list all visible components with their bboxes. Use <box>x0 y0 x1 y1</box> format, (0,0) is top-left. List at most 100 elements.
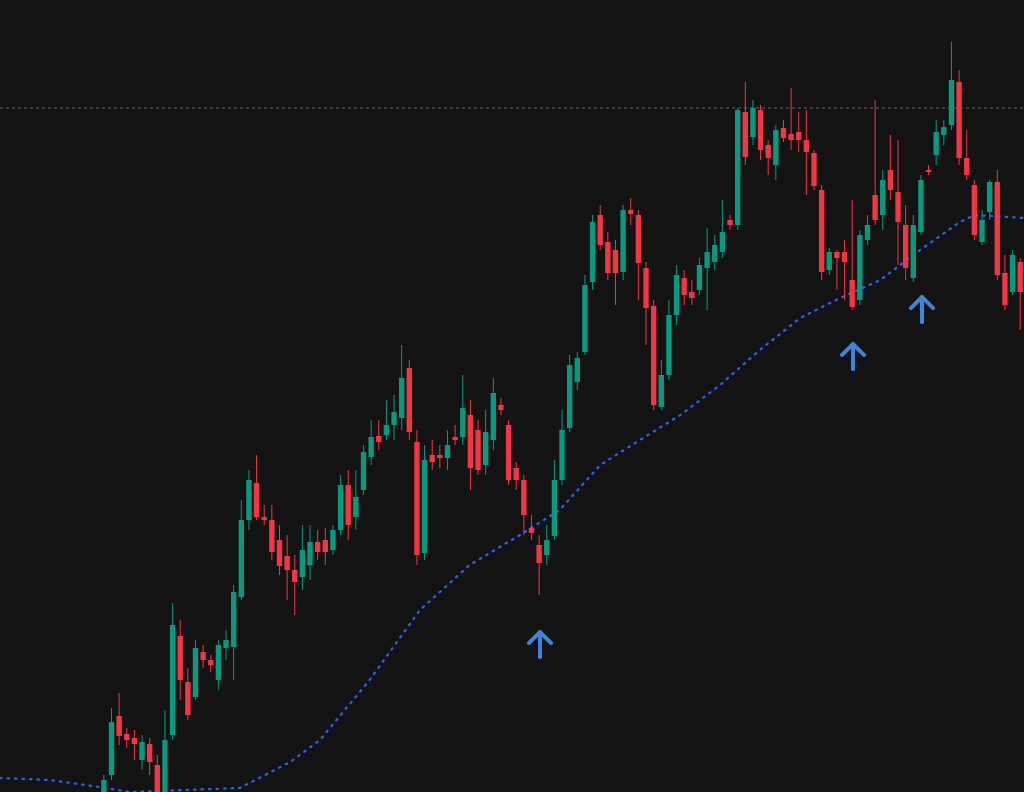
buy-arrow <box>527 630 553 659</box>
candle-body <box>834 252 840 258</box>
candle-body <box>437 455 443 458</box>
candle-body <box>368 437 374 457</box>
candle-body <box>131 738 138 744</box>
candle-body <box>154 765 160 792</box>
candle-body <box>284 556 290 570</box>
candle-body <box>513 468 519 480</box>
candle-body <box>246 480 252 520</box>
candle-body <box>566 365 573 428</box>
candle-body <box>628 210 634 214</box>
candle-body <box>230 592 237 647</box>
candle-body <box>330 530 336 550</box>
candle-body <box>528 528 535 533</box>
candle-body <box>902 225 909 268</box>
candle-body <box>1017 262 1023 292</box>
candle-body <box>635 215 642 263</box>
candle-body <box>605 242 611 273</box>
candle-body <box>376 436 382 442</box>
candle-body <box>124 734 130 740</box>
candle-body <box>841 252 848 262</box>
candle-body <box>551 480 558 536</box>
candle-body <box>345 485 351 525</box>
candle-body <box>238 520 244 597</box>
candle-body <box>986 182 993 212</box>
buy-arrow <box>909 295 935 324</box>
candle-body <box>482 432 489 465</box>
candle-body <box>750 108 756 137</box>
candle-body <box>712 245 718 262</box>
candle-body <box>689 292 695 298</box>
candle-body <box>177 636 183 680</box>
plot-area <box>0 42 1024 792</box>
candle-body <box>811 153 817 186</box>
candle-body <box>108 722 115 775</box>
candle-body <box>505 425 512 480</box>
candle-body <box>460 408 466 437</box>
candle-body <box>269 520 275 552</box>
candle-body <box>857 235 863 300</box>
candle-body <box>314 542 321 552</box>
candle-body <box>406 368 412 432</box>
candle-body <box>780 128 787 138</box>
candle-body <box>208 660 214 665</box>
candle-body <box>475 430 481 470</box>
candle-body <box>421 460 428 553</box>
candle-body <box>1009 255 1016 292</box>
candle-body <box>536 545 542 563</box>
candle-body <box>307 542 313 565</box>
candle-body <box>544 540 550 555</box>
candle-body <box>261 517 267 520</box>
candle-body <box>788 134 794 140</box>
candle-body <box>139 742 145 760</box>
candle-body <box>597 215 603 245</box>
candle-body <box>322 540 328 552</box>
candle-body <box>292 570 298 582</box>
candle-body <box>666 315 672 375</box>
candle-body <box>185 682 191 715</box>
candle-body <box>979 220 985 242</box>
candle-body <box>696 265 703 290</box>
candle-body <box>994 182 1000 275</box>
candle-body <box>964 158 970 175</box>
candle-body <box>612 250 619 273</box>
candle-body <box>192 648 199 697</box>
candle-body <box>200 652 206 660</box>
candle-body <box>353 497 359 517</box>
candle-body <box>757 110 764 150</box>
candle-body <box>360 452 367 490</box>
candle-body <box>574 358 580 382</box>
candle-body <box>719 232 726 252</box>
candle-body <box>467 415 474 468</box>
candle-body <box>169 625 176 735</box>
candle-body <box>941 127 947 135</box>
candle-body <box>773 130 779 165</box>
candle-body <box>948 80 955 125</box>
candle-body <box>276 540 283 566</box>
candle-body <box>299 550 306 577</box>
buy-arrow <box>840 342 866 371</box>
candle-body <box>658 375 664 407</box>
candle-body <box>444 445 451 458</box>
candle-body <box>727 220 733 225</box>
candle-body <box>414 442 420 555</box>
candle-body <box>910 225 916 278</box>
candle-body <box>521 480 527 515</box>
candle-body <box>849 280 855 307</box>
candle-body <box>582 285 588 352</box>
candle-body <box>253 483 260 517</box>
candle-body <box>650 306 657 405</box>
candle-body <box>452 437 458 440</box>
candle-body <box>734 110 741 225</box>
candle-body <box>383 425 390 435</box>
candle-body <box>880 180 886 215</box>
candle-body <box>429 455 435 462</box>
candle-body <box>796 132 802 140</box>
candle-body <box>803 140 810 152</box>
candle-body <box>864 225 871 240</box>
candle-body <box>490 393 496 440</box>
candle-body <box>956 82 962 158</box>
candle-body <box>589 222 596 282</box>
